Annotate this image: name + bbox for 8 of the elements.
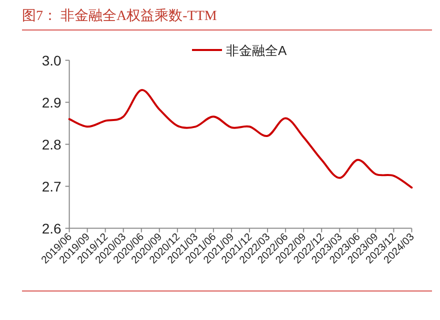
y-tick-label: 2.6 [42, 220, 62, 236]
legend-label: 非金融全A [226, 43, 287, 58]
y-tick-label: 2.8 [42, 136, 62, 152]
y-tick-label: 2.9 [42, 94, 62, 110]
y-tick-label: 2.7 [42, 178, 62, 194]
y-tick-label: 3.0 [42, 52, 62, 68]
legend: 非金融全A [192, 43, 287, 58]
title: 图7： 非金融全A权益乘数-TTM [22, 9, 217, 24]
